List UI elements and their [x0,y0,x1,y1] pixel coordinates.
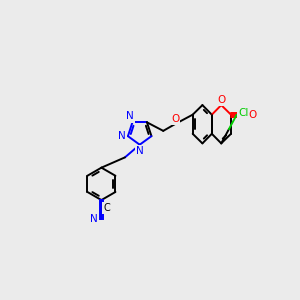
Text: O: O [248,110,256,120]
Text: N: N [136,146,144,156]
Text: O: O [171,114,179,124]
Text: O: O [217,95,225,105]
Text: Cl: Cl [238,108,248,118]
Text: N: N [118,131,126,141]
Text: N: N [90,214,98,224]
Text: C: C [103,203,110,213]
Text: N: N [126,111,134,122]
